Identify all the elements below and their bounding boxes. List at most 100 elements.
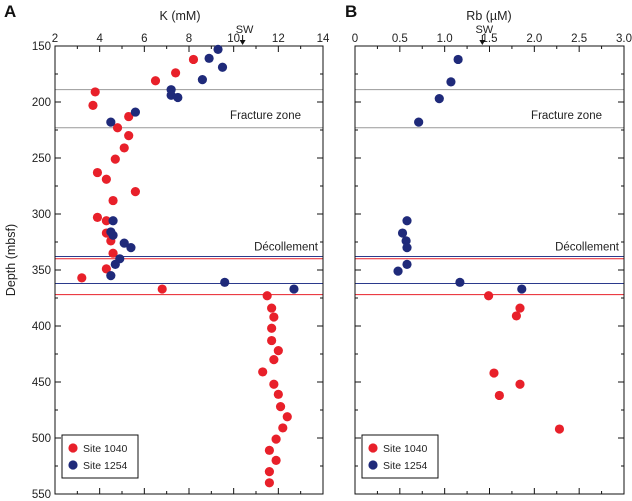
panel-b-x-tick-label: 0.5 — [392, 33, 408, 45]
panel-a: A K (mM) Depth (mbsf) Fracture zone Décol… — [4, 2, 330, 501]
panel-b-site-1254-point — [401, 236, 411, 246]
panel-b-site-1254-point — [517, 284, 527, 294]
panel-b-legend-marker-site-1040 — [368, 443, 378, 453]
panel-b-site-1254-point — [434, 94, 444, 104]
panel-b-site-1254-point — [453, 54, 463, 65]
panel-b-site-1040-point — [515, 379, 525, 389]
panel-a-site-1254-point — [108, 216, 118, 226]
panel-a-site-1040-point — [262, 291, 272, 301]
panel-a-legend-marker-site-1040 — [68, 443, 78, 453]
panel-a-site-1040-point — [273, 389, 283, 399]
panel-b-x-tick-label: 2.0 — [526, 33, 542, 45]
panel-b-site-1254-point — [402, 259, 412, 269]
panel-b-site-1040-point — [515, 303, 525, 313]
panel-b-site-1040-point — [554, 424, 565, 434]
panel-a-site-1254-point — [106, 271, 116, 281]
panel-a-site-1040-point — [275, 402, 286, 412]
y-axis-title: Depth (mbsf) — [4, 224, 18, 296]
panel-a-y-tick-label: 200 — [32, 97, 51, 109]
panel-b-letter: B — [345, 2, 357, 21]
panel-a-letter: A — [4, 2, 16, 21]
panel-b-x-tick-label: 0 — [352, 33, 358, 45]
panel-a-site-1040-point — [271, 455, 281, 465]
panel-b-x-tick-label: 1.0 — [437, 33, 453, 45]
panel-b-fracture-zone-label: Fracture zone — [531, 110, 602, 122]
panel-b-site-1254-point — [402, 216, 412, 226]
panel-a-site-1254-point — [197, 75, 207, 85]
panel-a-x-tick-label: 14 — [317, 33, 330, 45]
panel-a-site-1254-point — [126, 243, 136, 253]
panel-b-site-1254-point — [402, 243, 412, 253]
panel-a-site-1040-point — [101, 174, 111, 184]
panel-a-site-1040-point — [282, 412, 292, 422]
panel-a-site-1040-point — [124, 131, 134, 141]
panel-a-y-tick-label: 500 — [32, 433, 51, 445]
panel-b: B Rb (µM) Fracture zone Décollement 0 0.5 1.… — [345, 2, 632, 495]
panel-a-y-tick-label: 350 — [32, 265, 51, 277]
panel-a-site-1040-point — [130, 187, 140, 197]
panel-a-site-1040-point — [271, 434, 281, 444]
panel-a-site-1040-point — [267, 303, 277, 313]
panel-a-site-1040-point — [264, 478, 274, 488]
panel-a-seawater-marker-arrow — [239, 40, 246, 45]
panel-a-site-1254-point — [213, 44, 223, 54]
panel-a-legend-marker-site-1254 — [68, 460, 78, 470]
panel-a-x-tick-label: 4 — [96, 33, 103, 45]
panel-a-seawater-label: SW — [236, 24, 254, 36]
panel-b-site-1254-point — [397, 228, 408, 238]
panel-a-site-1254-point — [220, 277, 230, 287]
panel-b-legend-box — [361, 434, 439, 479]
panel-b-site-1254-point — [393, 266, 403, 276]
panel-a-site-1040-point — [77, 273, 87, 283]
panel-a-site-1254-point — [110, 259, 120, 269]
panel-a-site-1040-point — [157, 284, 167, 294]
panel-a-x-tick-label: 10 — [227, 33, 240, 45]
panel-a-y-tick-label: 150 — [32, 41, 51, 53]
panel-a-site-1040-point — [269, 355, 279, 365]
panel-b-x-tick-label: 1.5 — [482, 33, 498, 45]
panel-a-y-tick-label: 550 — [32, 489, 51, 501]
panel-a-site-1254-point — [289, 284, 299, 294]
panel-a-site-1254-point — [204, 53, 214, 63]
panel-a-legend-label-site-1040: Site 1040 — [83, 443, 128, 455]
panel-a-site-1254-point — [108, 230, 118, 240]
panel-a-site-1040-point — [278, 423, 288, 433]
panel-b-seawater-marker-arrow — [479, 40, 486, 45]
panel-a-site-1040-point — [267, 335, 277, 346]
panel-a-site-1254-point — [119, 238, 129, 248]
panel-b-legend-label-site-1040: Site 1040 — [383, 443, 428, 455]
panel-a-site-1040-point — [92, 212, 103, 222]
panel-b-site-1040-point — [484, 291, 494, 301]
panel-a-site-1040-point — [92, 167, 103, 178]
panel-a-y-tick-label: 450 — [32, 377, 51, 389]
panel-a-site-1040-point — [258, 367, 268, 377]
panel-a-decollement-label: Décollement — [254, 242, 319, 254]
panel-a-site-1040-point — [108, 248, 118, 258]
panel-a-legend-box — [61, 434, 139, 479]
panel-b-site-1254-point — [446, 77, 456, 87]
panel-a-site-1040-point — [188, 54, 199, 65]
panel-a-site-1040-point — [88, 100, 98, 110]
panel-a-site-1040-point — [264, 467, 274, 477]
panel-a-site-1040-point — [269, 312, 279, 322]
panel-b-decollement-label: Décollement — [555, 242, 620, 254]
panel-a-x-tick-label: 12 — [272, 33, 285, 45]
panel-a-site-1254-point — [106, 117, 116, 127]
panel-a-site-1040-point — [119, 143, 129, 153]
panel-a-site-1040-point — [101, 216, 111, 226]
panel-b-legend-label-site-1254: Site 1254 — [383, 460, 428, 472]
panel-a-x-axis-title: K (mM) — [160, 9, 201, 23]
panel-a-site-1040-point — [264, 445, 274, 455]
panel-b-site-1254-point — [414, 117, 424, 127]
panel-a-legend-label-site-1254: Site 1254 — [83, 460, 128, 472]
panel-a-fracture-zone-label: Fracture zone — [230, 110, 301, 122]
panel-a-site-1040-point — [110, 154, 120, 164]
panel-a-site-1254-point — [173, 92, 183, 103]
panel-b-site-1040-point — [489, 368, 499, 378]
panel-a-site-1040-point — [273, 346, 283, 356]
panel-b-site-1040-point — [511, 311, 521, 321]
panel-a-site-1040-point — [108, 195, 118, 206]
panel-a-y-tick-label: 400 — [32, 321, 51, 333]
panel-a-site-1254-point — [217, 62, 228, 72]
